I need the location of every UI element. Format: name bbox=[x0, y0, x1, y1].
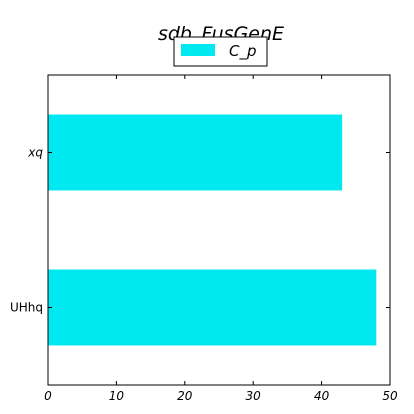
x-tick-label: 30 bbox=[246, 389, 262, 403]
tick-labels-group: 0 10 20 30 40 50 UHhq xq bbox=[10, 146, 398, 404]
x-tick-label: 10 bbox=[109, 389, 125, 403]
x-tick-label: 20 bbox=[177, 389, 193, 403]
x-tick-label: 50 bbox=[382, 389, 398, 403]
bars-group bbox=[48, 114, 377, 346]
y-tick-label: xq bbox=[27, 146, 43, 160]
y-tick-label: UHhq bbox=[10, 301, 43, 315]
legend: C_p bbox=[173, 36, 268, 67]
legend-swatch bbox=[181, 44, 215, 56]
legend-label: C_p bbox=[229, 42, 257, 61]
plot-frame bbox=[47, 74, 391, 386]
x-tick-label: 40 bbox=[314, 389, 330, 403]
x-tick-label: 0 bbox=[44, 389, 52, 403]
bar-xq bbox=[48, 114, 343, 191]
bar-UHhq bbox=[48, 269, 377, 346]
